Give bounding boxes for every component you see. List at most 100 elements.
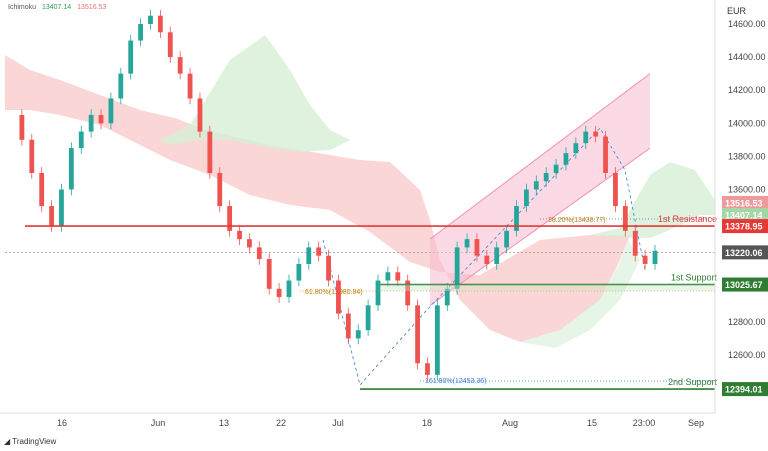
- candle-body: [464, 239, 470, 248]
- ichimoku-cloud: [5, 35, 715, 348]
- candle-body: [583, 131, 589, 144]
- candle-body: [167, 32, 173, 58]
- candle-body: [355, 330, 361, 339]
- candle-body: [345, 313, 351, 339]
- badge-cloud-b: 13407.14: [725, 211, 763, 221]
- fib-38-label: 38.20%(13438.77): [548, 217, 606, 224]
- candle-body: [98, 115, 104, 124]
- candle-body: [573, 143, 579, 154]
- candle-body: [227, 206, 233, 231]
- time-tick-label: 18: [422, 418, 432, 428]
- badge-cloud-a: 13516.53: [725, 199, 763, 209]
- candle-body: [405, 280, 411, 306]
- candle-body: [365, 305, 371, 331]
- resistance-price-badge: 13378.95: [725, 222, 763, 232]
- candle-body: [197, 98, 203, 132]
- candle-body: [444, 288, 450, 306]
- channel-upper: [429, 73, 651, 240]
- candle-body: [148, 15, 153, 24]
- candle-body: [514, 206, 519, 231]
- fib-zigzag: [322, 127, 646, 386]
- time-tick-label: Sep: [688, 418, 704, 428]
- candle-body: [187, 73, 193, 99]
- price-tick-label: 13800.00: [728, 151, 766, 161]
- candle-body: [49, 206, 54, 226]
- support-1-price-badge-bg: [722, 277, 768, 292]
- price-tick-label: 12600.00: [728, 350, 766, 360]
- time-tick-label: 22: [276, 418, 286, 428]
- candle-body: [553, 164, 559, 173]
- candle-body: [237, 230, 242, 240]
- indicator-legend: Ichimoku 13407.14 13516.53: [8, 4, 110, 11]
- candle-body: [494, 247, 500, 264]
- candle-body: [78, 131, 84, 149]
- candle-body: [593, 131, 599, 137]
- candle-body: [68, 148, 74, 190]
- price-tick-label: 14600.00: [728, 19, 766, 29]
- candle-body: [138, 24, 143, 41]
- candle-body: [454, 247, 460, 289]
- candle-body: [504, 230, 510, 248]
- candle-body: [276, 288, 282, 298]
- candle-body: [524, 189, 529, 207]
- candle-body: [256, 247, 262, 260]
- time-tick-label: 16: [57, 418, 67, 428]
- fib-61-label: 61.80%(12980.84): [305, 289, 363, 296]
- time-tick-label: 15: [587, 418, 597, 428]
- resistance-label: 1st Resistance: [658, 214, 717, 224]
- support-2-price-badge: 12394.01: [725, 385, 763, 395]
- cloud-bullish: [160, 35, 350, 152]
- time-tick-label: Jul: [332, 418, 344, 428]
- support-2-label: 2nd Support: [668, 377, 718, 387]
- indicator-value-2: 13516.53: [77, 4, 107, 11]
- current-price-badge: 13220.06: [725, 248, 763, 258]
- time-tick-label: 13: [219, 418, 229, 428]
- candle-body: [39, 172, 45, 207]
- support-1-label: 1st Support: [671, 273, 718, 283]
- price-tick-label: 13600.00: [728, 185, 766, 195]
- candle-body: [622, 206, 628, 231]
- candle-body: [642, 255, 648, 264]
- fib-161-label: 161.80%(12453.36): [425, 378, 487, 385]
- price-axis: 14600.00 14400.00 14200.00 14000.00 13800.00…: [714, 0, 768, 413]
- candle-body: [563, 153, 569, 165]
- time-tick-label: 23:00: [633, 418, 656, 428]
- candle-body: [484, 255, 490, 264]
- logo-icon: ◢: [4, 437, 11, 446]
- time-tick-label: Aug: [502, 418, 518, 428]
- price-tick-label: 14200.00: [728, 85, 766, 95]
- candle-body: [632, 230, 638, 256]
- tradingview-logo: ◢ TradingView: [4, 437, 56, 446]
- cloud-bullish-3: [520, 240, 640, 348]
- candle-body: [395, 272, 401, 281]
- candle-body: [217, 172, 223, 207]
- candle-body: [207, 131, 213, 173]
- candle-body: [306, 247, 312, 264]
- candle-body: [177, 57, 183, 74]
- candle-body: [434, 305, 440, 375]
- candle-body: [157, 15, 163, 33]
- brand-name: TradingView: [12, 437, 57, 446]
- candle-body: [59, 189, 64, 226]
- candlestick-series: [19, 9, 658, 381]
- candle-body: [425, 363, 430, 375]
- candle-body: [296, 263, 302, 281]
- candle-body: [247, 239, 252, 248]
- support-1-zone: [380, 284, 715, 291]
- indicator-name: Ichimoku: [8, 4, 37, 11]
- support-2-price-badge-bg: [722, 382, 768, 397]
- key-levels: 1st Resistance 1st Support 2nd Support: [25, 214, 718, 390]
- candle-body: [88, 115, 94, 132]
- price-tick-label: 14400.00: [728, 52, 766, 62]
- candle-body: [385, 272, 391, 281]
- indicator-value-1: 13407.14: [41, 4, 72, 11]
- candle-body: [336, 280, 341, 314]
- candle-body: [316, 247, 322, 256]
- price-tick-label: 12800.00: [728, 317, 766, 327]
- candle-body: [474, 239, 480, 256]
- badge-cloud-a-bg: [722, 196, 768, 210]
- candle-body: [613, 172, 618, 207]
- candle-body: [652, 250, 658, 264]
- candle-body: [286, 280, 292, 298]
